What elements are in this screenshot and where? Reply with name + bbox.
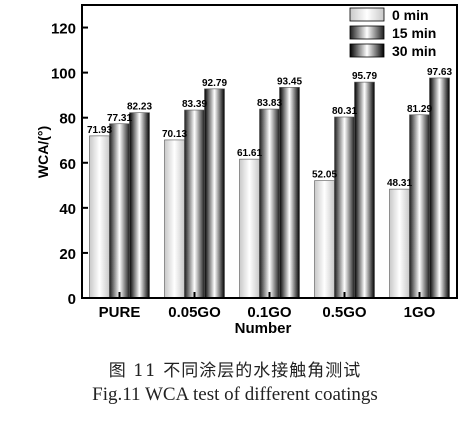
y-axis-title: WCA/(°) — [35, 126, 51, 178]
data-label: 71.93 — [87, 125, 112, 136]
legend-swatch — [349, 43, 385, 58]
y-axis: 0 20 40 60 80 100 120 — [51, 21, 88, 308]
bar-0-1go-30-min — [279, 87, 300, 299]
y-tick-label: 20 — [59, 246, 76, 263]
legend-label: 30 min — [392, 43, 436, 59]
data-label: 95.79 — [352, 71, 377, 82]
y-tick-label: 80 — [59, 111, 76, 128]
data-label: 48.31 — [387, 178, 412, 189]
bar-series-group — [89, 77, 450, 299]
data-label: 83.83 — [257, 98, 282, 109]
data-label: 81.29 — [407, 104, 432, 115]
bar-0-05go-30-min — [204, 88, 225, 299]
x-tick-label: 0.1GO — [247, 304, 292, 321]
x-axis: PURE 0.05GO 0.1GO 0.5GO 1GO — [99, 292, 436, 321]
x-axis-title: Number — [235, 320, 292, 337]
bar-1go-15-min — [409, 114, 430, 299]
data-label: 93.45 — [277, 76, 302, 87]
data-label: 80.31 — [332, 106, 357, 117]
legend: 0 min 15 min 30 min — [349, 7, 436, 59]
y-tick-label: 40 — [59, 201, 76, 218]
legend-label: 0 min — [392, 7, 429, 23]
bar-0-5go-15-min — [334, 116, 355, 299]
bar-0-05go-15-min — [184, 109, 205, 299]
bar-0-5go-30-min — [354, 81, 375, 299]
data-label: 52.05 — [312, 170, 337, 181]
bar-0-05go-0-min — [164, 139, 185, 299]
y-tick-label: 60 — [59, 156, 76, 173]
bar-0-1go-0-min — [239, 158, 260, 299]
data-label: 70.13 — [162, 129, 187, 140]
bar-1go-0-min — [389, 188, 410, 299]
bar-1go-30-min — [429, 77, 450, 299]
data-label: 97.63 — [427, 67, 452, 78]
bar-pure-15-min — [109, 123, 130, 299]
x-tick-label: 1GO — [404, 304, 436, 321]
y-tick-label: 0 — [68, 291, 76, 308]
bar-pure-0-min — [89, 135, 110, 299]
figure-caption-chinese: 图 11 不同涂层的水接触角测试 — [108, 361, 362, 381]
y-tick-label: 120 — [51, 21, 76, 38]
bar-pure-30-min — [129, 112, 150, 299]
legend-swatch — [349, 25, 385, 40]
x-tick-label: 0.05GO — [168, 304, 221, 321]
data-label: 82.23 — [127, 102, 152, 113]
bar-0-1go-15-min — [259, 108, 280, 299]
x-tick-label: PURE — [99, 304, 141, 321]
data-label: 92.79 — [202, 78, 227, 89]
x-tick-label: 0.5GO — [322, 304, 367, 321]
figure-caption-english: Fig.11 WCA test of different coatings — [92, 384, 378, 405]
bar-0-5go-0-min — [314, 180, 335, 299]
legend-label: 15 min — [392, 25, 436, 41]
legend-swatch — [349, 7, 385, 22]
data-label: 77.31 — [107, 113, 132, 124]
data-label: 61.61 — [237, 148, 262, 159]
y-tick-label: 100 — [51, 66, 76, 83]
data-label: 83.39 — [182, 99, 207, 110]
